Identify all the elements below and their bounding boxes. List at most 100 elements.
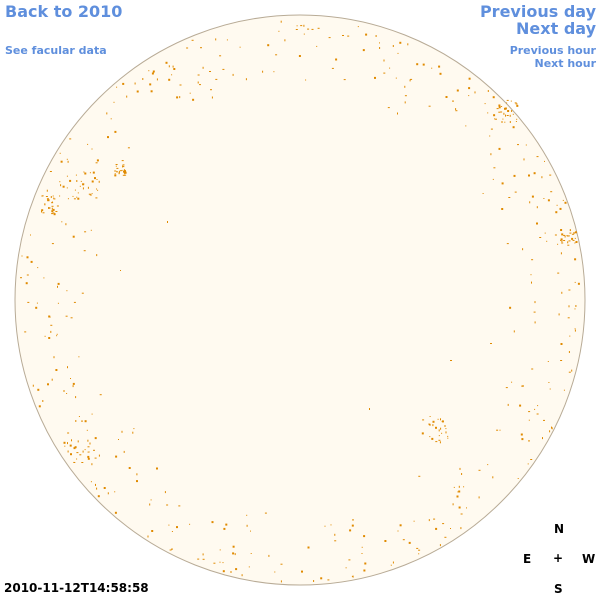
- facula-mark: [317, 27, 320, 29]
- previous-day-link[interactable]: Previous day: [479, 2, 596, 21]
- facula-mark: [96, 254, 98, 257]
- facula-mark: [50, 324, 53, 326]
- facula-mark: [94, 177, 96, 180]
- facula-mark: [520, 433, 523, 436]
- facula-mark: [98, 180, 100, 183]
- facula-mark: [165, 61, 168, 64]
- facula-mark: [51, 213, 54, 215]
- facula-mark: [502, 118, 504, 120]
- facula-mark: [248, 566, 250, 568]
- facula-mark: [489, 135, 491, 137]
- facula-mark: [114, 491, 116, 493]
- facula-mark: [536, 206, 538, 209]
- facula-mark: [232, 73, 234, 76]
- facula-mark: [506, 115, 509, 116]
- facula-mark: [503, 112, 505, 115]
- facula-mark: [72, 195, 74, 197]
- facula-mark: [506, 99, 509, 101]
- facula-mark: [53, 356, 55, 359]
- facula-mark: [223, 527, 226, 530]
- facula-mark: [96, 159, 99, 162]
- facula-mark: [365, 33, 368, 36]
- facula-mark: [468, 95, 470, 97]
- facula-mark: [402, 539, 405, 541]
- facula-mark: [530, 459, 533, 460]
- facula-mark: [67, 450, 69, 453]
- facula-mark: [72, 235, 75, 238]
- facula-mark: [113, 101, 115, 103]
- facula-mark: [513, 174, 516, 177]
- facula-mark: [438, 429, 440, 432]
- facula-mark: [232, 545, 235, 548]
- facula-mark: [512, 126, 515, 129]
- facula-mark: [345, 567, 347, 569]
- facula-mark: [127, 147, 130, 149]
- facula-mark: [383, 59, 385, 62]
- see-facular-data-link[interactable]: See facular data: [5, 44, 107, 57]
- facula-mark: [87, 439, 89, 442]
- facula-mark: [574, 281, 576, 283]
- facula-mark: [79, 185, 81, 187]
- facula-mark: [567, 317, 570, 319]
- facula-mark: [65, 315, 68, 317]
- facula-mark: [311, 28, 314, 30]
- previous-hour-link[interactable]: Previous hour: [509, 44, 596, 57]
- facula-mark: [429, 436, 431, 438]
- facula-mark: [574, 237, 576, 239]
- facula-mark: [53, 197, 55, 199]
- facula-mark: [89, 172, 91, 174]
- facula-mark: [404, 85, 406, 88]
- facula-mark: [399, 524, 402, 527]
- facula-mark: [92, 171, 95, 174]
- compass-north-label: N: [554, 522, 565, 536]
- facula-mark: [455, 108, 457, 111]
- facula-mark: [55, 211, 58, 212]
- next-day-link[interactable]: Next day: [516, 19, 596, 38]
- facula-mark: [136, 480, 138, 483]
- facula-mark: [30, 260, 33, 263]
- facula-mark: [298, 55, 301, 57]
- facula-mark: [441, 420, 444, 423]
- facula-mark: [544, 232, 546, 234]
- facula-mark: [334, 533, 336, 536]
- facula-mark: [172, 65, 174, 68]
- facula-mark: [122, 166, 125, 168]
- facula-mark: [87, 455, 90, 458]
- facula-mark: [176, 526, 178, 529]
- facula-mark: [230, 571, 232, 573]
- facula-mark: [197, 558, 200, 560]
- facula-mark: [241, 574, 243, 577]
- facula-mark: [397, 530, 399, 532]
- facula-mark: [431, 437, 434, 440]
- facula-mark: [178, 505, 181, 507]
- back-to-year-link[interactable]: Back to 2010: [5, 2, 123, 21]
- facula-mark: [278, 30, 280, 32]
- facula-mark: [95, 483, 96, 486]
- facula-mark: [44, 335, 46, 337]
- facula-mark: [87, 143, 89, 145]
- facula-mark: [351, 524, 354, 527]
- facula-mark: [305, 79, 307, 81]
- facula-mark: [437, 418, 439, 420]
- facula-mark: [428, 424, 431, 426]
- facula-mark: [118, 172, 120, 175]
- facula-mark: [60, 184, 62, 187]
- facula-mark: [438, 439, 441, 441]
- facula-mark: [151, 72, 154, 75]
- facula-mark: [493, 114, 496, 117]
- next-hour-link[interactable]: Next hour: [534, 57, 597, 70]
- facula-mark: [94, 457, 97, 459]
- facula-mark: [533, 172, 536, 175]
- facula-mark: [69, 444, 72, 447]
- facula-mark: [511, 381, 513, 383]
- facula-mark: [428, 105, 431, 107]
- facula-mark: [60, 160, 63, 163]
- facula-mark: [441, 432, 443, 434]
- facula-mark: [197, 74, 200, 76]
- facula-mark: [331, 67, 334, 69]
- facula-mark: [90, 481, 92, 483]
- facula-mark: [458, 506, 461, 509]
- facula-mark: [52, 208, 55, 211]
- facula-mark: [273, 71, 275, 73]
- facula-mark: [96, 179, 98, 180]
